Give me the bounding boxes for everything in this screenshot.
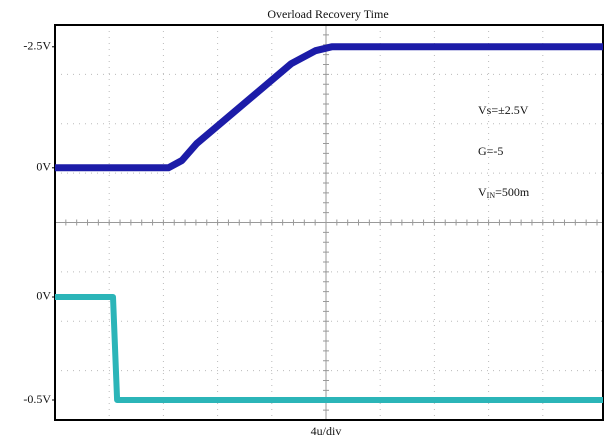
y2-tick-label: 0V bbox=[36, 289, 51, 303]
chart-title: Overload Recovery Time bbox=[267, 7, 388, 21]
trace bbox=[55, 43, 603, 172]
annotation-part: V bbox=[478, 185, 487, 199]
y2-tick-label: -0.5V bbox=[23, 392, 51, 406]
annotation: G=-5 bbox=[478, 144, 503, 158]
plot-frame bbox=[54, 24, 604, 421]
annotation-part: IN bbox=[487, 191, 496, 200]
annotation: VIN=500m bbox=[478, 185, 530, 200]
annotation-part: =500m bbox=[495, 185, 530, 199]
annotation: Vs=±2.5V bbox=[478, 103, 529, 117]
x-axis-label: 4u/div bbox=[311, 424, 342, 438]
y-tick-label: -2.5V bbox=[23, 39, 51, 53]
trace bbox=[55, 294, 603, 403]
y-tick-label: 0V bbox=[36, 160, 51, 174]
